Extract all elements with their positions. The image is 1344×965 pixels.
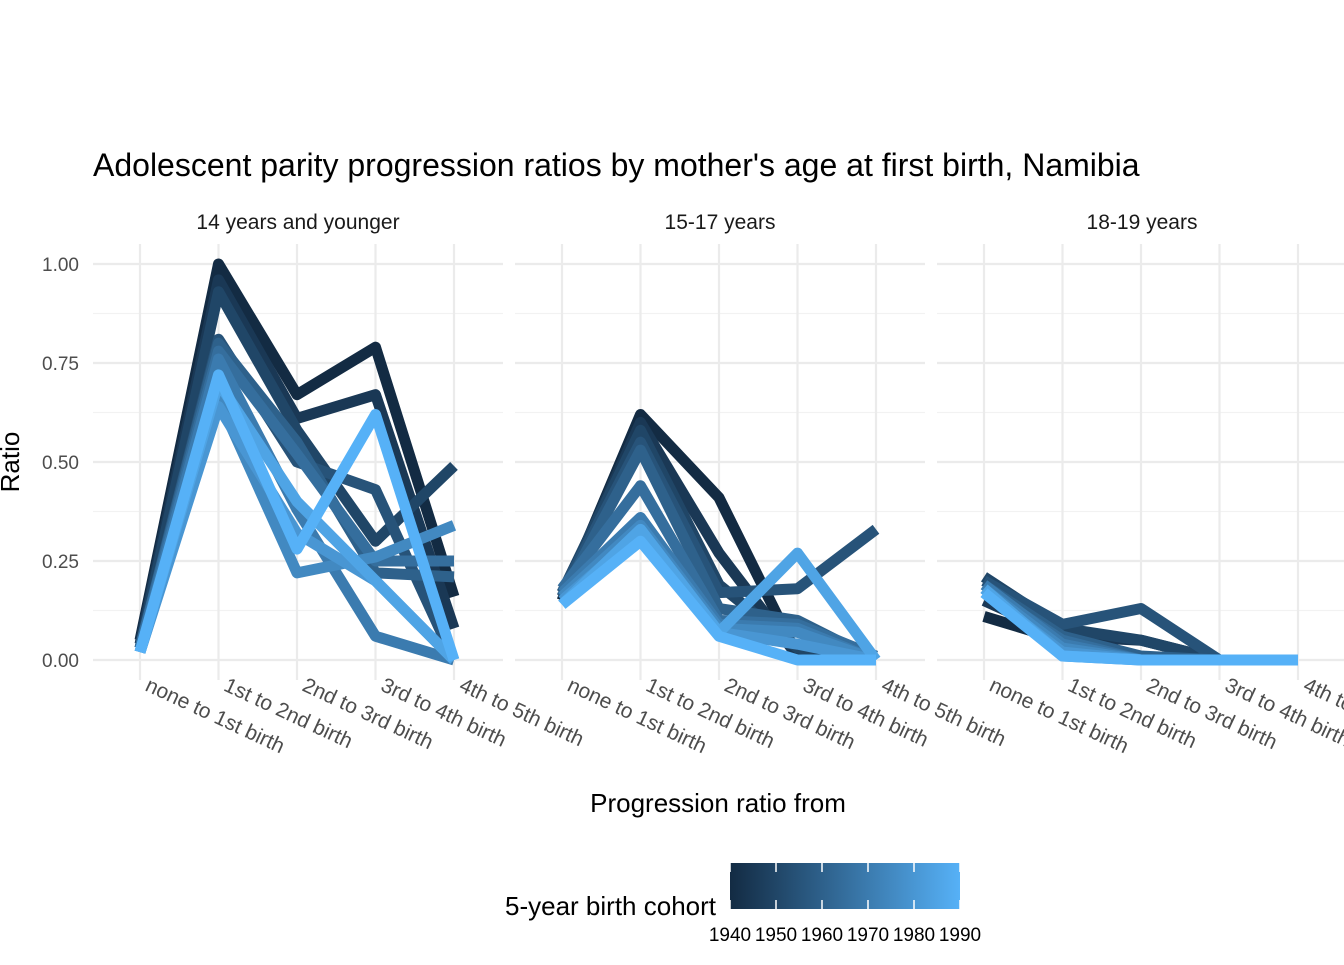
facet-panel: 14 years and younger 0.00 0.25 0.50 0.75 1.00… <box>42 211 587 758</box>
legend-colorbar <box>730 863 960 909</box>
legend-tick-label: 1940 <box>709 925 751 946</box>
x-tick-label: 2nd to 3rd birth <box>721 674 859 755</box>
x-tick-label: 2nd to 3rd birth <box>299 674 437 755</box>
legend-tick-label: 1950 <box>755 925 797 946</box>
facet-strip-label: 14 years and younger <box>196 211 399 234</box>
cohort-line <box>134 286 458 650</box>
legend-title: 5-year birth cohort <box>505 891 717 921</box>
y-axis-title: Ratio <box>0 432 25 493</box>
cohort-line <box>134 369 460 662</box>
legend-tick-label: 1960 <box>801 925 843 946</box>
x-tick-label: 2nd to 3rd birth <box>1143 674 1281 755</box>
y-tick-label: 0.25 <box>42 552 79 573</box>
legend-ticks: 1940 1950 1960 1970 1980 1990 <box>709 863 981 946</box>
y-tick-label: 0.75 <box>42 354 79 375</box>
y-tick-label: 0.00 <box>42 651 79 672</box>
cohort-line <box>558 535 876 666</box>
y-tick-label: 1.00 <box>42 255 79 276</box>
legend-tick-label: 1970 <box>847 925 889 946</box>
x-tick-label: none to 1st birth <box>142 674 288 758</box>
legend-tick-label: 1980 <box>893 925 935 946</box>
legend-tick-label: 1990 <box>939 925 981 946</box>
chart-title: Adolescent parity progression ratios by … <box>93 147 1140 183</box>
x-tick-label: none to 1st birth <box>986 674 1132 758</box>
y-tick-label: 0.50 <box>42 453 79 474</box>
facet-strip-label: 15-17 years <box>665 211 776 234</box>
x-tick-label: none to 1st birth <box>564 674 710 758</box>
legend: 5-year birth cohort 1940 1950 1960 1970 1980… <box>505 863 981 946</box>
cohort-line <box>980 588 1298 666</box>
x-axis-title: Progression ratio from <box>590 788 846 818</box>
facet-strip-label: 18-19 years <box>1087 211 1198 234</box>
panels-layer: 14 years and younger 0.00 0.25 0.50 0.75 1.00… <box>42 211 1344 758</box>
